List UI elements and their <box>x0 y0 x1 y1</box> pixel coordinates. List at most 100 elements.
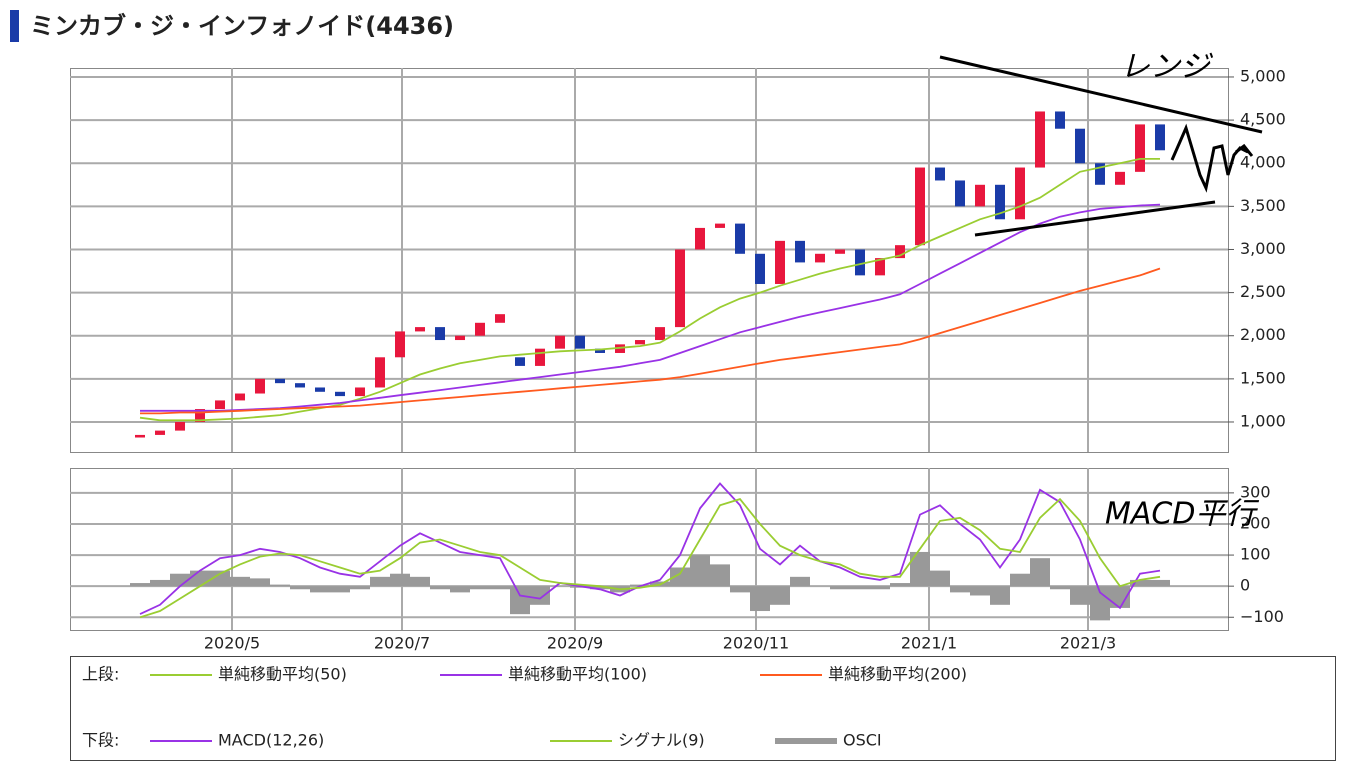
osci-bar <box>510 586 530 615</box>
candle <box>755 253 765 284</box>
osci-bar <box>590 586 610 590</box>
x-tick-label: 2020/11 <box>723 634 789 653</box>
x-tick-label: 2021/1 <box>901 634 957 653</box>
y-tick-label: 4,500 <box>1240 110 1286 129</box>
y-tick-label: 2,000 <box>1240 325 1286 344</box>
line-series <box>140 203 1161 412</box>
legend-group-label: 下段: <box>82 731 119 750</box>
candle <box>555 335 565 349</box>
line-series <box>139 158 1160 422</box>
candle <box>335 391 345 397</box>
line-series <box>140 267 1161 415</box>
candle <box>775 240 785 284</box>
candle <box>635 340 645 345</box>
y-tick-label: 100 <box>1240 545 1271 564</box>
osci-bar <box>210 570 230 587</box>
y-tick-label: 4,000 <box>1240 153 1286 172</box>
osci-bar <box>490 586 510 590</box>
candle <box>1135 124 1145 172</box>
candle <box>295 383 305 388</box>
osci-bar <box>1130 579 1150 587</box>
osci-bar <box>1150 579 1170 587</box>
osci-bar <box>830 586 850 590</box>
osci-bar <box>430 586 450 590</box>
annotation: MACD平行 <box>1105 497 1259 532</box>
line-series <box>139 497 1161 619</box>
osci-bar <box>250 578 270 587</box>
candle <box>855 249 865 276</box>
osci-bar <box>390 573 410 587</box>
osci-bar <box>230 576 250 587</box>
x-tick-label: 2020/5 <box>204 634 260 653</box>
candle <box>675 249 685 328</box>
candle <box>475 322 485 336</box>
x-tick-label: 2020/9 <box>547 634 603 653</box>
osci-bar <box>790 576 810 587</box>
osci-bar <box>930 570 950 587</box>
y-tick-label: 2,500 <box>1240 282 1286 301</box>
y-tick-label: −100 <box>1240 607 1284 626</box>
candle <box>1015 167 1025 220</box>
candle <box>275 378 285 384</box>
y-tick-label: 1,000 <box>1240 411 1286 430</box>
candle <box>355 387 365 397</box>
candle <box>255 378 265 394</box>
legend-label: 単純移動平均(200) <box>828 665 967 684</box>
candle <box>715 223 725 228</box>
candle <box>215 400 225 410</box>
osci-bar <box>850 586 870 590</box>
candle <box>395 331 405 358</box>
osci-bar <box>1010 573 1030 587</box>
candle <box>835 249 845 254</box>
candle <box>415 327 425 332</box>
y-tick-label: 5,000 <box>1240 66 1286 85</box>
candle <box>135 434 145 438</box>
osci-bar <box>970 586 990 596</box>
y-tick-label: 3,000 <box>1240 239 1286 258</box>
candle <box>815 253 825 263</box>
candle <box>1035 111 1045 168</box>
candle <box>975 184 985 207</box>
legend-group-label: 上段: <box>82 665 119 684</box>
x-tick-label: 2020/7 <box>374 634 430 653</box>
osci-bar <box>950 586 970 593</box>
osci-bar <box>870 586 890 590</box>
candle <box>875 258 885 276</box>
osci-bar <box>470 586 490 590</box>
osci-bar <box>890 583 910 587</box>
osci-bar <box>450 586 470 593</box>
title-icon <box>10 10 19 42</box>
osci-bar <box>1070 586 1090 605</box>
y-tick-label: 1,500 <box>1240 368 1286 387</box>
candle <box>655 327 665 341</box>
candle <box>935 167 945 181</box>
osci-bar <box>750 586 770 612</box>
candle <box>535 348 545 366</box>
candle <box>595 348 605 353</box>
candle <box>435 327 445 341</box>
osci-bar <box>690 555 710 587</box>
candle <box>955 180 965 207</box>
osci-bar <box>350 586 370 590</box>
y-tick-label: 200 <box>1240 513 1271 532</box>
osci-bar <box>730 586 750 593</box>
legend-label: シグナル(9) <box>618 731 705 750</box>
osci-bar <box>330 586 350 593</box>
candle <box>455 335 465 341</box>
candle <box>895 245 905 259</box>
chart-title: ミンカブ・ジ・インフォノイド(4436) <box>30 12 454 40</box>
legend-label: 単純移動平均(100) <box>508 665 647 684</box>
osci-bar <box>190 570 210 587</box>
y-tick-label: 0 <box>1240 576 1250 595</box>
legend-label: 単純移動平均(50) <box>218 665 347 684</box>
legend-label: OSCI <box>843 731 882 750</box>
plot: 1,000 1,500 2,000 2,500 3,000 3,500 4,000 4,500… <box>70 66 1286 750</box>
candle <box>1055 111 1065 129</box>
osci-bar <box>370 576 390 587</box>
candle <box>375 357 385 388</box>
y-tick-label: 3,500 <box>1240 196 1286 215</box>
x-tick-label: 2021/3 <box>1060 634 1116 653</box>
candle <box>795 240 805 263</box>
osci-bar <box>990 586 1010 605</box>
